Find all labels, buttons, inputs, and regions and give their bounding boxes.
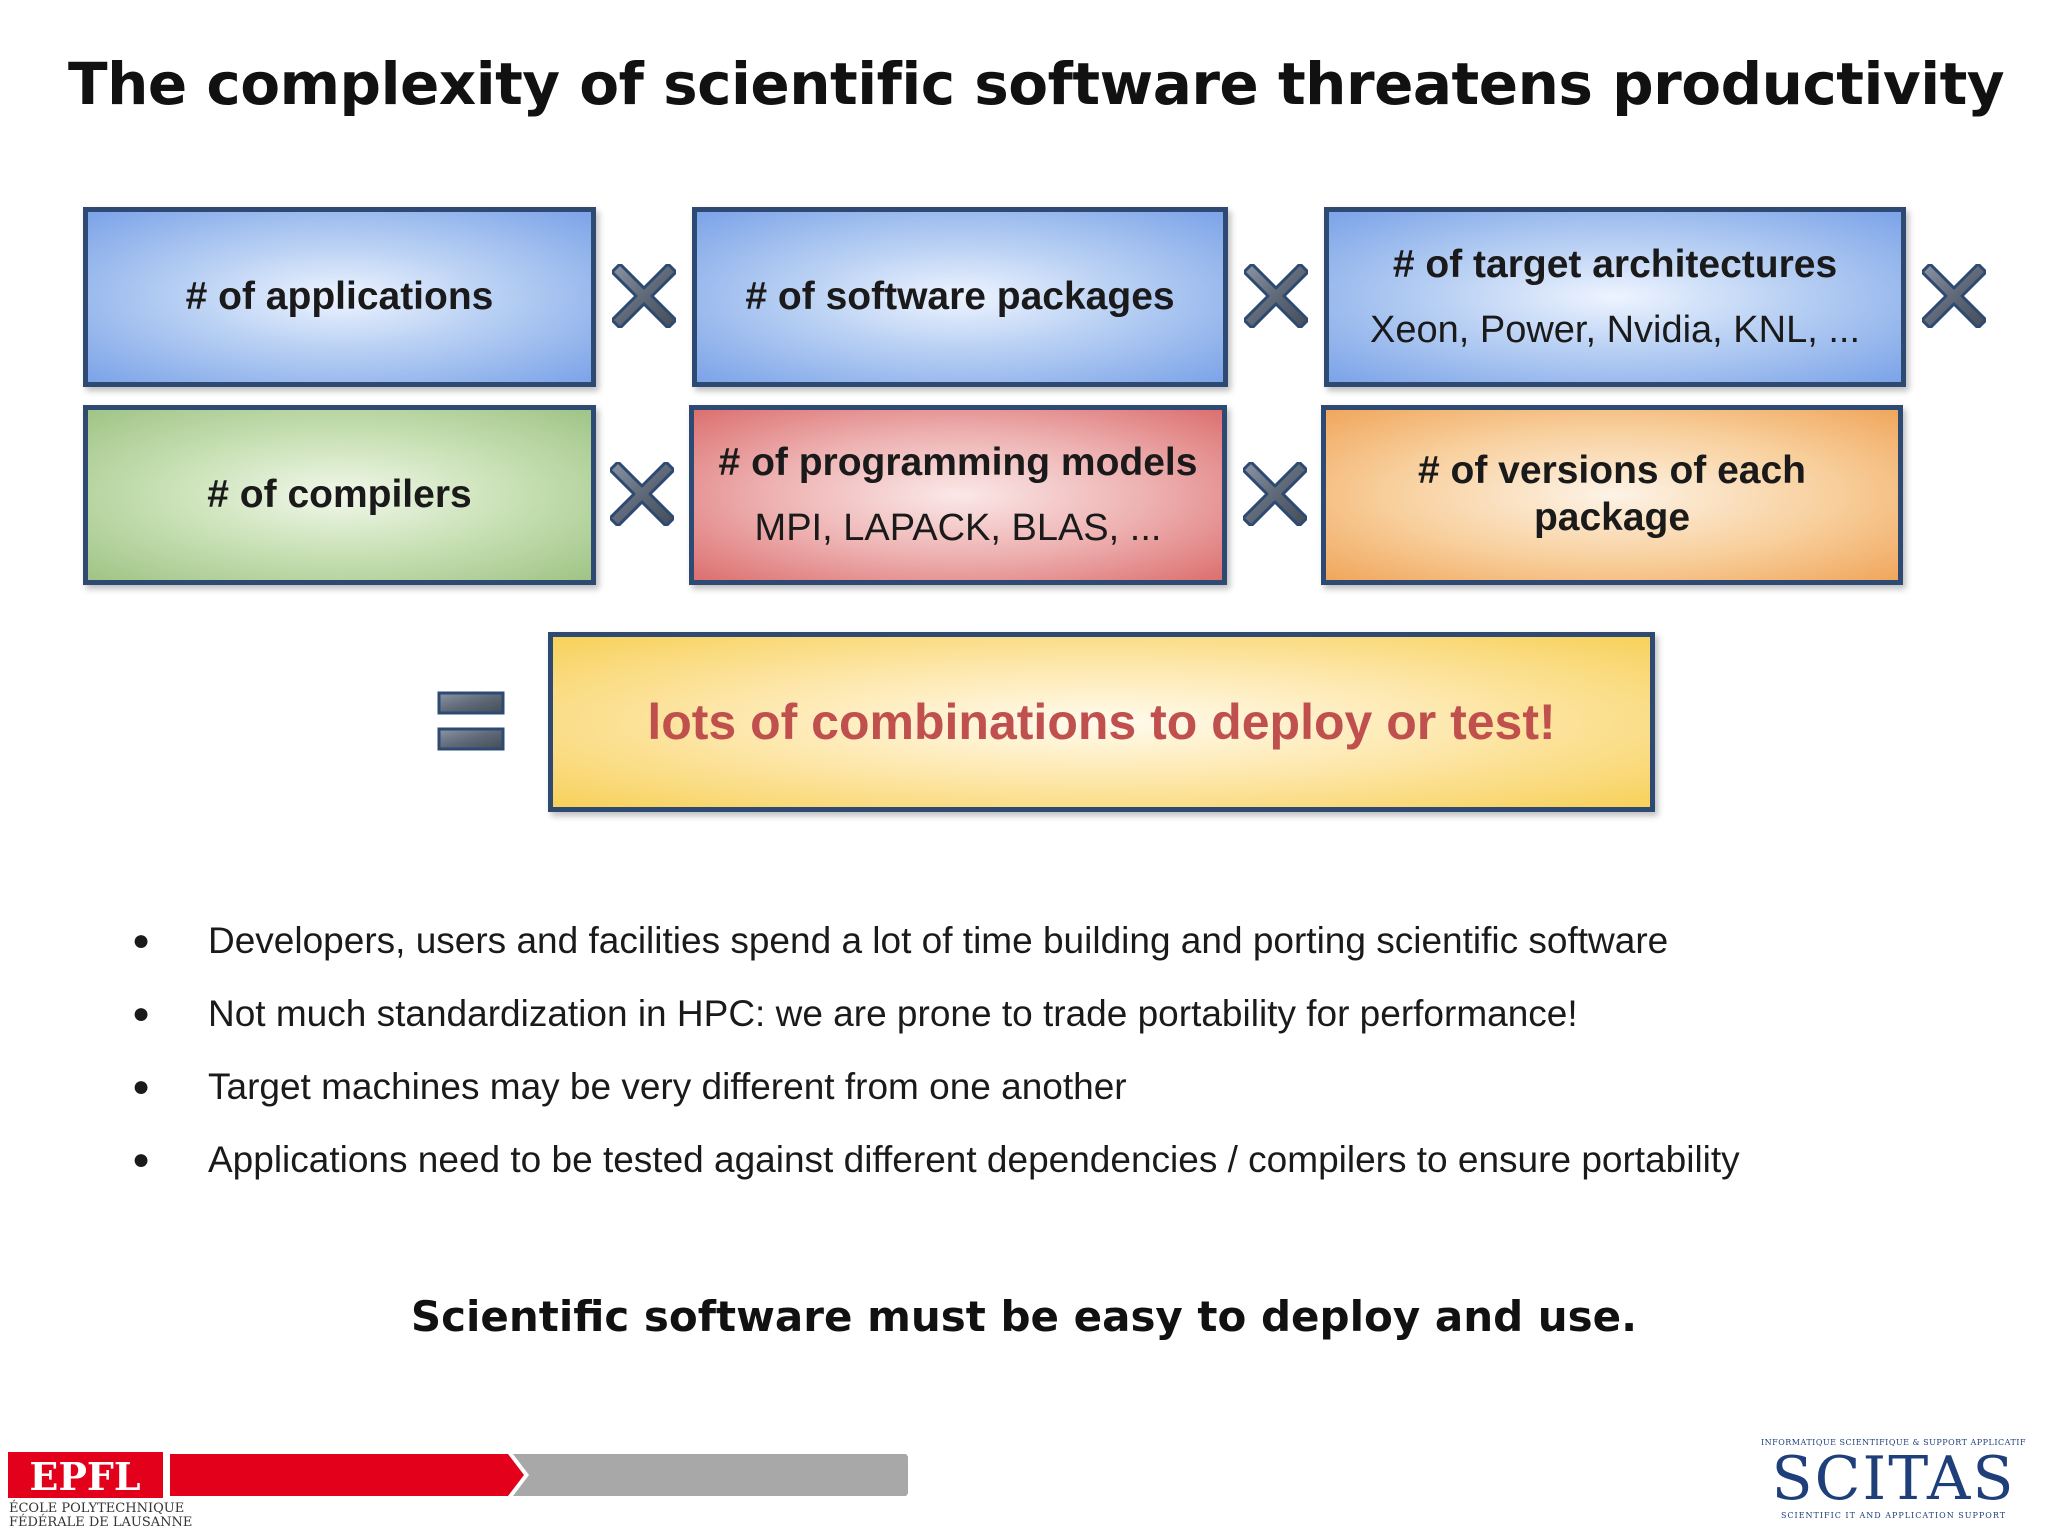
factor-target-architectures: # of target architectures Xeon, Power, N… [1324, 207, 1906, 387]
bullet-list: ● Developers, users and facilities spend… [130, 912, 1740, 1204]
factor-title: # of versions of each package [1418, 449, 1806, 539]
scitas-logo: INFORMATIQUE SCIENTIFIQUE & SUPPORT APPL… [1761, 1438, 2026, 1520]
factor-title: # of compilers [207, 472, 472, 516]
factor-title: # of programming models [718, 441, 1198, 485]
times-icon [1243, 462, 1307, 526]
factor-applications: # of applications [83, 207, 596, 387]
times-icon [612, 264, 676, 328]
times-icon [1244, 264, 1308, 328]
scitas-tagline-top: INFORMATIQUE SCIENTIFIQUE & SUPPORT APPL… [1761, 1438, 2026, 1447]
bullet-icon: ● [132, 997, 151, 1030]
factor-examples: MPI, LAPACK, BLAS, ... [754, 506, 1162, 549]
factor-programming-models: # of programming models MPI, LAPACK, BLA… [689, 405, 1227, 585]
result-box: lots of combinations to deploy or test! [548, 632, 1655, 812]
epfl-footer: EPFL ÉCOLE POLYTECHNIQUE FÉDÉRALE DE LAU… [8, 1452, 922, 1533]
bullet-item: ● Not much standardization in HPC: we ar… [130, 985, 1740, 1058]
scitas-wordmark: SCITAS [1771, 1444, 2016, 1514]
bullet-icon: ● [132, 1070, 151, 1103]
factor-examples: Xeon, Power, Nvidia, KNL, ... [1369, 308, 1860, 351]
bullet-text: Target machines may be very different fr… [208, 1066, 1127, 1107]
factor-title: # of applications [185, 274, 494, 318]
epfl-name-line1: ÉCOLE POLYTECHNIQUE [9, 1500, 184, 1516]
bullet-text: Applications need to be tested against d… [208, 1139, 1740, 1180]
factor-versions: # of versions of each package [1321, 405, 1903, 585]
bullet-item: ● Target machines may be very different … [130, 1058, 1740, 1131]
factor-software-packages: # of software packages [692, 207, 1228, 387]
equals-icon [437, 691, 505, 751]
bullet-item: ● Applications need to be tested against… [130, 1131, 1740, 1204]
result-text: lots of combinations to deploy or test! [647, 694, 1556, 750]
bullet-icon: ● [132, 1143, 151, 1176]
conclusion-text: Scientific software must be easy to depl… [410, 1292, 1638, 1341]
bullet-text: Not much standardization in HPC: we are … [208, 993, 1578, 1034]
scitas-tagline-bottom: SCIENTIFIC IT AND APPLICATION SUPPORT [1780, 1511, 2007, 1520]
epfl-name-line2: FÉDÉRALE DE LAUSANNE [9, 1514, 192, 1528]
bullet-item: ● Developers, users and facilities spend… [130, 912, 1740, 985]
times-icon [1922, 264, 1986, 328]
bullet-icon: ● [132, 924, 151, 957]
factor-title: # of software packages [745, 274, 1175, 318]
times-icon [610, 462, 674, 526]
epfl-logo-text: EPFL [29, 1454, 140, 1499]
epfl-logo: EPFL ÉCOLE POLYTECHNIQUE FÉDÉRALE DE LAU… [8, 1452, 922, 1530]
factor-compilers: # of compilers [83, 405, 596, 585]
factor-title: # of target architectures [1392, 243, 1838, 287]
bullet-text: Developers, users and facilities spend a… [208, 920, 1669, 961]
slide-title: The complexity of scientific software th… [68, 50, 2005, 118]
